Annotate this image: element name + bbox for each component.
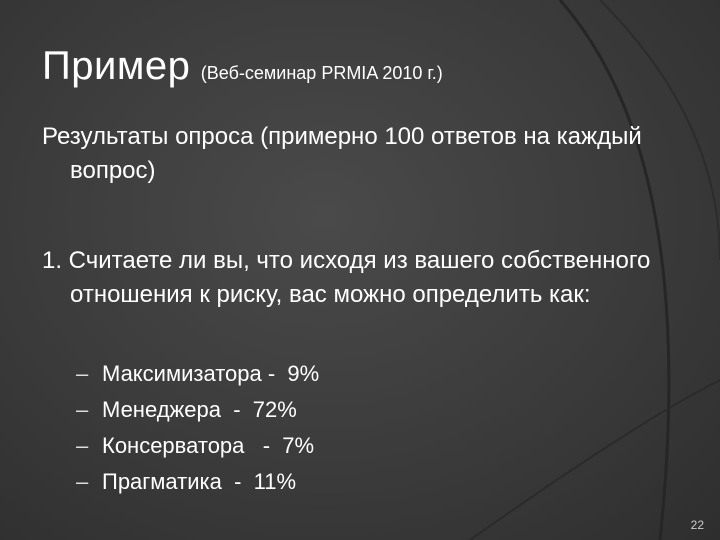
answer-text: Максимизатора - 9% xyxy=(102,361,320,386)
answer-list: – Максимизатора - 9% – Менеджера - 72% – Ко… xyxy=(76,356,319,500)
dash-bullet-icon: – xyxy=(76,397,89,422)
slide-title: Пример (Веб-семинар PRMIA 2010 г.) xyxy=(42,44,443,89)
dash-bullet-icon: – xyxy=(76,361,89,386)
dash-bullet-icon: – xyxy=(76,469,89,494)
question-1: 1. Считаете ли вы, что исходя из вашего … xyxy=(42,247,651,308)
answer-text: Менеджера - 72% xyxy=(102,397,297,422)
answer-item: – Менеджера - 72% xyxy=(76,392,319,428)
dash-bullet-icon: – xyxy=(76,433,89,458)
title-subtitle: (Веб-семинар PRMIA 2010 г.) xyxy=(200,63,443,83)
answer-text: Консерватора - 7% xyxy=(102,433,315,458)
answer-text: Прагматика - 11% xyxy=(102,469,297,494)
survey-intro: Результаты опроса (примерно 100 ответов … xyxy=(42,123,642,184)
answer-item: – Прагматика - 11% xyxy=(76,464,319,500)
title-main: Пример xyxy=(42,44,191,88)
answer-item: – Консерватора - 7% xyxy=(76,428,319,464)
page-number: 22 xyxy=(690,518,704,532)
answer-item: – Максимизатора - 9% xyxy=(76,356,319,392)
